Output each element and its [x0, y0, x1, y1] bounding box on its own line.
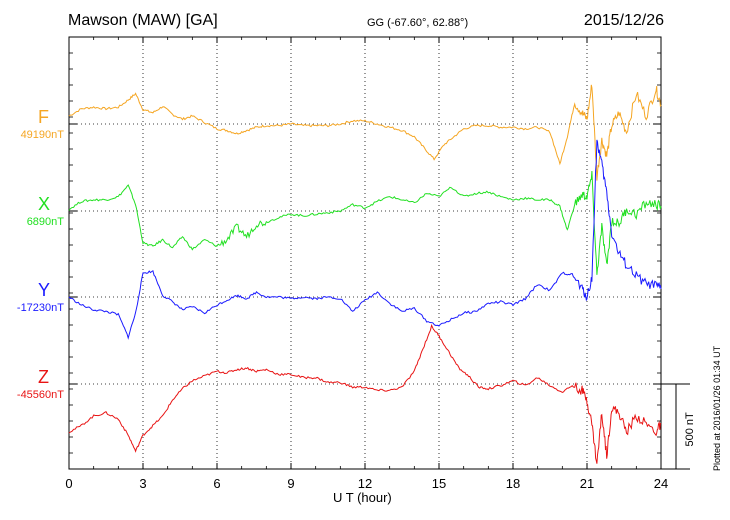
component-letter-f: F — [38, 107, 49, 127]
x-tick-label: 9 — [287, 476, 294, 491]
x-tick-label: 6 — [213, 476, 220, 491]
chart-title: Mawson (MAW) [GA] — [68, 12, 218, 29]
x-tick-label: 21 — [580, 476, 594, 491]
component-letter-z: Z — [38, 367, 49, 387]
x-tick-label: 3 — [139, 476, 146, 491]
x-tick-label: 0 — [65, 476, 72, 491]
component-baseline-f: 49190nT — [20, 129, 64, 141]
plotted-timestamp: Plotted at 2016/01/26 01:34 UT — [712, 345, 722, 471]
series-x-line — [68, 170, 662, 275]
series-f-line — [68, 84, 662, 181]
series-y-line — [68, 139, 662, 340]
geo-coordinates: GG (-67.60°, 62.88°) — [367, 17, 469, 29]
component-letter-y: Y — [38, 280, 51, 300]
x-tick-label: 12 — [358, 476, 372, 491]
chart-date: 2015/12/26 — [583, 12, 664, 29]
component-baseline-z: -45560nT — [16, 389, 64, 401]
series-z-line — [68, 323, 662, 464]
scale-bar-label: 500 nT — [684, 412, 696, 447]
x-tick-label: 18 — [506, 476, 520, 491]
component-baseline-y: -17230nT — [16, 302, 64, 314]
component-baseline-x: 6890nT — [26, 216, 64, 228]
x-tick-label: 24 — [654, 476, 668, 491]
x-axis-label: U T (hour) — [333, 490, 392, 505]
component-letter-x: X — [38, 194, 51, 214]
x-tick-label: 15 — [432, 476, 446, 491]
